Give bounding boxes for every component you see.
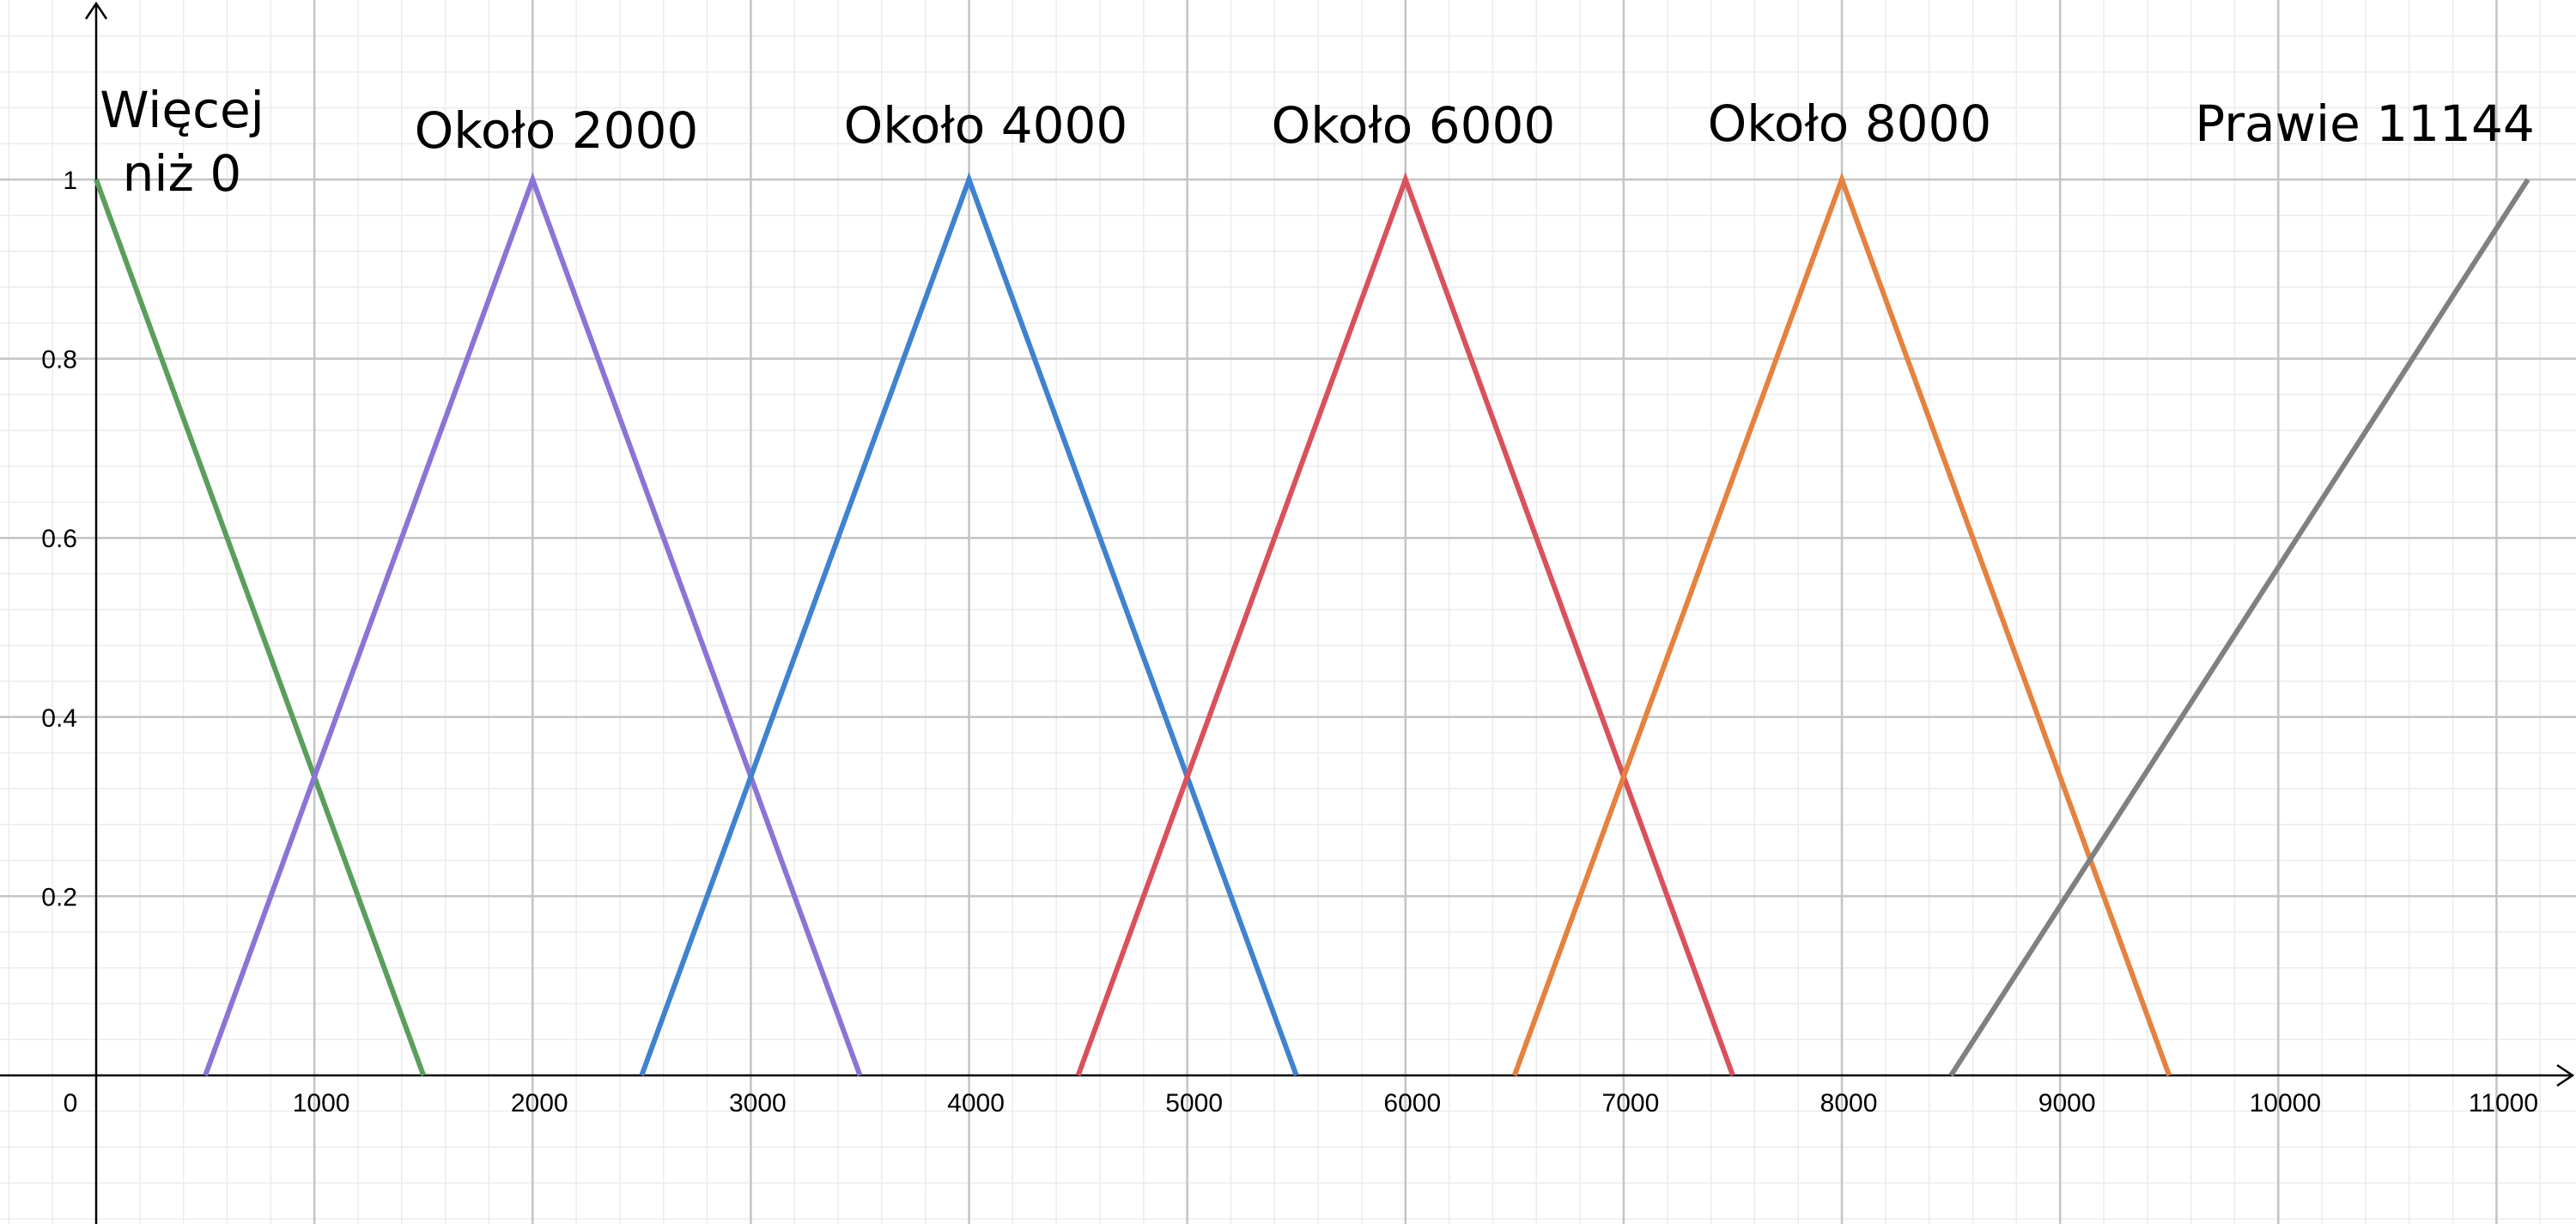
series-line-prawie-11144 [1948,178,2530,1077]
x-tick-label: 5000 [1165,1089,1223,1117]
series-label-wiecej-niz-0: niż 0 [123,144,242,203]
y-tick-label: 1 [63,167,77,195]
tick-labels: 0 1000 2000 3000 4000 5000 6000 7000 8000 9000 100… [41,167,2538,1117]
x-axis-arrow [2556,1063,2575,1087]
series-line-okolo-8000 [1511,172,2172,1077]
y-tick-label: 0.4 [41,704,77,733]
x-tick-label: 7000 [1602,1089,1660,1117]
series-label-okolo-6000: Około 6000 [1272,96,1556,155]
y-axis-arrow [84,1,108,20]
x-tick-label: 9000 [2038,1089,2096,1117]
x-tick-label: 4000 [947,1089,1005,1117]
y-tick-label: 0.8 [41,346,77,375]
x-tick-label: 2000 [511,1089,568,1117]
series-label-wiecej-niz-0: Więcej [100,81,264,139]
series-label-okolo-2000: Około 2000 [415,101,699,160]
x-tick-label: 8000 [1820,1089,1878,1117]
x-tick-label: 11000 [2469,1089,2538,1117]
series-line-wiecej-niz-0 [94,178,427,1077]
x-tick-label: 6000 [1383,1089,1441,1117]
y-tick-label: 0.6 [41,525,77,553]
series-label-okolo-4000: Około 4000 [844,96,1128,155]
x-tick-label: 1000 [293,1089,350,1117]
x-tick-label: 3000 [729,1089,787,1117]
y-tick-label: 0.2 [41,883,77,911]
series-label-prawie-11144: Prawie 11144 [2195,94,2535,153]
x-tick-label: 10000 [2250,1089,2321,1117]
series-label-okolo-8000: Około 8000 [1708,94,1992,153]
series-lines [94,172,2530,1077]
x-tick-label: 0 [64,1089,78,1117]
